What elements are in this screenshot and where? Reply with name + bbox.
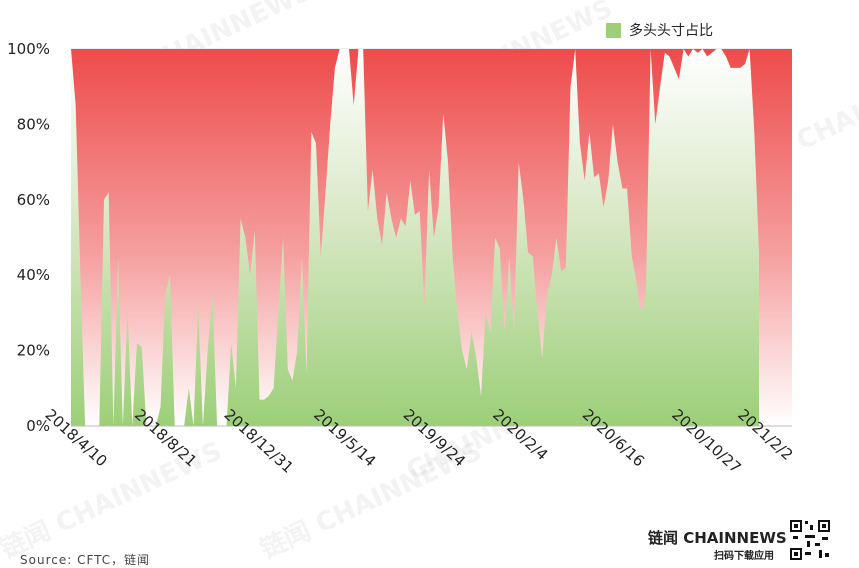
brand-name: 链闻 CHAINNEWS [648, 529, 787, 547]
y-tick-label: 40% [17, 266, 50, 284]
y-tick-label: 0% [26, 417, 50, 435]
brand-tagline: 扫码下载应用 [714, 551, 774, 562]
legend-label: 多头头寸占比 [629, 23, 713, 39]
area-chart: 0% 20% 40% 60% 80% 100% 2018/4/10 2018/8/21 201… [7, 40, 797, 477]
legend-swatch [606, 22, 621, 38]
x-axis-ticks: 2018/4/10 2018/8/21 2018/12/31 2019/5/14 201… [42, 406, 797, 477]
qr-code-icon [789, 519, 831, 561]
long-area-series [71, 49, 759, 426]
y-tick-label: 20% [17, 342, 50, 360]
y-axis-ticks: 0% 20% 40% 60% 80% 100% [7, 40, 50, 435]
legend: 多头头寸占比 [606, 20, 713, 40]
y-tick-label: 60% [17, 191, 50, 209]
y-tick-label: 80% [17, 115, 50, 133]
brand-logo: 链闻 CHAINNEWS 扫码下载应用 [648, 527, 787, 562]
y-tick-label: 100% [7, 40, 50, 58]
